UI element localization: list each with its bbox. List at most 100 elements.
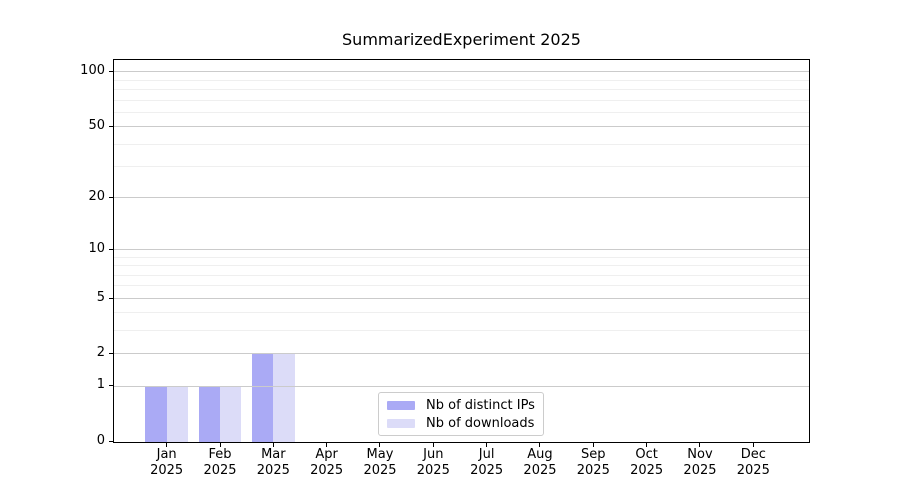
gridline-minor — [114, 330, 809, 331]
x-tick-month: Jun — [423, 447, 444, 462]
legend-label-downloads: Nb of downloads — [426, 415, 535, 431]
y-tick-label: 1 — [96, 377, 105, 393]
legend-item-downloads: Nb of downloads — [387, 414, 535, 432]
gridline-minor — [114, 89, 809, 91]
x-tick-mark — [219, 443, 221, 447]
gridline-minor — [114, 256, 809, 258]
x-tick-mark — [539, 443, 541, 447]
y-tick-mark — [109, 297, 113, 299]
x-tick-year: 2025 — [203, 463, 237, 478]
x-tick-year: 2025 — [630, 463, 664, 478]
bar-nb-of-downloads-jan — [166, 386, 188, 442]
x-tick-month: Jul — [478, 447, 495, 462]
x-tick-year: 2025 — [470, 463, 504, 478]
grid-layer — [114, 60, 809, 442]
y-tick-label: 2 — [96, 345, 105, 361]
y-tick-mark — [109, 353, 113, 355]
x-tick-month: Feb — [208, 447, 232, 462]
x-tick-mark — [379, 443, 381, 447]
y-tick-mark — [109, 385, 113, 387]
gridline-minor — [114, 99, 809, 101]
x-tick-year: 2025 — [310, 463, 344, 478]
gridline-major — [114, 197, 809, 199]
bars-layer — [114, 60, 809, 442]
x-tick-mark — [592, 443, 594, 447]
gridline-minor — [114, 79, 809, 81]
bar-nb-of-distinct-ips-feb — [198, 386, 220, 442]
x-tick-month: Oct — [635, 447, 658, 462]
y-tick-label: 20 — [88, 189, 105, 205]
gridline-major — [114, 249, 809, 250]
x-tick-year: 2025 — [576, 463, 610, 478]
y-tick-label: 0 — [96, 433, 105, 448]
plot-area: Nb of distinct IPs Nb of downloads — [113, 59, 810, 443]
x-tick-label-nov: Nov 2025 — [668, 447, 732, 479]
x-tick-label-apr: Apr 2025 — [295, 447, 359, 479]
x-tick-mark — [432, 443, 434, 447]
gridline-major — [114, 71, 809, 73]
y-tick-mark — [109, 126, 113, 128]
x-tick-label-may: May 2025 — [348, 447, 412, 479]
x-tick-label-oct: Oct 2025 — [615, 447, 679, 479]
y-tick-mark — [109, 441, 113, 442]
y-tick-label: 5 — [96, 289, 105, 305]
y-tick-label: 50 — [88, 118, 105, 134]
x-tick-year: 2025 — [736, 463, 770, 478]
x-tick-label-jun: Jun 2025 — [401, 447, 465, 479]
gridline-minor — [114, 166, 809, 168]
x-tick-label-jul: Jul 2025 — [455, 447, 519, 479]
bar-nb-of-downloads-mar — [273, 354, 295, 442]
x-tick-label-aug: Aug 2025 — [508, 447, 572, 479]
y-tick-label: 10 — [88, 240, 105, 256]
x-tick-year: 2025 — [683, 463, 717, 478]
gridline-minor — [114, 274, 809, 276]
x-tick-year: 2025 — [150, 463, 184, 478]
gridline-major — [114, 297, 809, 299]
x-tick-mark — [166, 443, 168, 447]
x-tick-label-sep: Sep 2025 — [561, 447, 625, 479]
x-tick-mark — [272, 443, 274, 447]
x-tick-month: Apr — [315, 447, 338, 462]
x-tick-label-mar: Mar 2025 — [241, 447, 305, 479]
x-tick-month: Mar — [261, 447, 286, 462]
x-tick-mark — [486, 443, 488, 447]
legend-swatch-distinct-ips — [387, 400, 415, 410]
legend-swatch-downloads — [387, 418, 415, 428]
plot-inner: Nb of distinct IPs Nb of downloads — [114, 60, 809, 442]
x-tick-month: Dec — [740, 447, 766, 462]
x-tick-year: 2025 — [523, 463, 557, 478]
bar-nb-of-downloads-feb — [220, 386, 242, 442]
x-tick-month: Sep — [581, 447, 606, 462]
legend-item-distinct-ips: Nb of distinct IPs — [387, 396, 535, 414]
x-tick-year: 2025 — [363, 463, 397, 478]
bar-nb-of-distinct-ips-mar — [252, 354, 274, 442]
x-tick-year: 2025 — [256, 463, 290, 478]
gridline-minor — [114, 285, 809, 287]
x-tick-year: 2025 — [416, 463, 450, 478]
x-tick-label-jan: Jan 2025 — [135, 447, 199, 479]
gridline-minor — [114, 143, 809, 145]
x-tick-month: May — [366, 447, 394, 462]
legend-label-distinct-ips: Nb of distinct IPs — [426, 397, 535, 413]
x-tick-month: Aug — [527, 447, 553, 462]
x-tick-label-feb: Feb 2025 — [188, 447, 252, 479]
x-tick-mark — [646, 443, 648, 447]
gridline-minor — [114, 312, 809, 314]
gridline-major — [114, 353, 809, 355]
y-tick-mark — [109, 197, 113, 199]
gridline-major — [114, 126, 809, 128]
gridline-minor — [114, 265, 809, 267]
chart-title: SummarizedExperiment 2025 — [342, 30, 581, 49]
gridline-minor — [114, 111, 809, 113]
legend: Nb of distinct IPs Nb of downloads — [378, 392, 544, 436]
x-tick-month: Jan — [156, 447, 177, 462]
y-tick-mark — [109, 248, 113, 250]
x-tick-mark — [752, 443, 754, 447]
gridline-major — [114, 385, 809, 387]
x-tick-label-dec: Dec 2025 — [721, 447, 785, 479]
y-tick-mark — [109, 71, 113, 73]
x-tick-mark — [326, 443, 328, 447]
x-tick-mark — [699, 443, 701, 447]
y-tick-label: 100 — [80, 63, 105, 79]
